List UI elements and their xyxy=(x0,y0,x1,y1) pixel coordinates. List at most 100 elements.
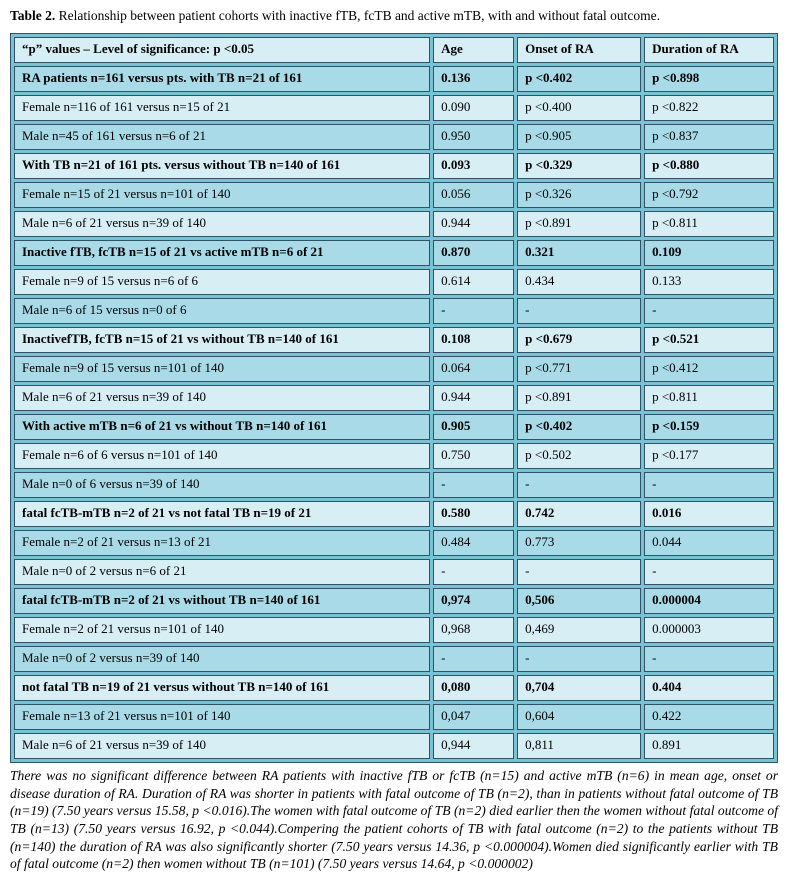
table-row: Female n=116 of 161 versus n=15 of 21 0.0… xyxy=(14,94,774,121)
onset-value-cell: p <0.891 xyxy=(517,384,642,411)
table-row: fatal fcTB-mTB n=2 of 21 vs not fatal TB… xyxy=(14,500,774,527)
age-value-cell: 0.905 xyxy=(433,413,515,440)
cohort-label-cell: not fatal TB n=19 of 21 versus without T… xyxy=(14,674,431,701)
onset-value-cell: 0,704 xyxy=(517,674,642,701)
onset-value-cell: 0.321 xyxy=(517,239,642,266)
onset-value-cell: p <0.402 xyxy=(517,65,642,92)
cohort-label-cell: Female n=9 of 15 versus n=6 of 6 xyxy=(14,268,431,295)
cohort-label-cell: Female n=6 of 6 versus n=101 of 140 xyxy=(14,442,431,469)
onset-value-cell: - xyxy=(517,558,642,585)
duration-value-cell: 0.891 xyxy=(644,732,774,759)
table-row: Male n=0 of 6 versus n=39 of 140- - - xyxy=(14,471,774,498)
table-footnote: There was no significant difference betw… xyxy=(10,767,778,872)
table-row: fatal fcTB-mTB n=2 of 21 vs without TB n… xyxy=(14,587,774,614)
onset-value-cell: 0,604 xyxy=(517,703,642,730)
onset-value-cell: 0,506 xyxy=(517,587,642,614)
onset-value-cell: 0,811 xyxy=(517,732,642,759)
table-row: With TB n=21 of 161 pts. versus without … xyxy=(14,152,774,179)
cohort-label-cell: With TB n=21 of 161 pts. versus without … xyxy=(14,152,431,179)
table-row: RA patients n=161 versus pts. with TB n=… xyxy=(14,65,774,92)
age-value-cell: 0.064 xyxy=(433,355,515,382)
age-value-cell: 0.580 xyxy=(433,500,515,527)
table-header-row: “p” values – Level of significance: p <0… xyxy=(14,36,774,63)
duration-value-cell: 0.016 xyxy=(644,500,774,527)
onset-value-cell: p <0.329 xyxy=(517,152,642,179)
cohort-label-cell: With active mTB n=6 of 21 vs without TB … xyxy=(14,413,431,440)
duration-value-cell: - xyxy=(644,471,774,498)
age-value-cell: 0.484 xyxy=(433,529,515,556)
cohort-label-cell: Female n=9 of 15 versus n=101 of 140 xyxy=(14,355,431,382)
table-row: not fatal TB n=19 of 21 versus without T… xyxy=(14,674,774,701)
age-value-cell: 0.950 xyxy=(433,123,515,150)
table-row: Male n=6 of 21 versus n=39 of 140 0.944 p … xyxy=(14,210,774,237)
table-row: Female n=2 of 21 versus n=13 of 21 0.484 0… xyxy=(14,529,774,556)
table-body: RA patients n=161 versus pts. with TB n=… xyxy=(14,65,774,759)
duration-value-cell: p <0.811 xyxy=(644,210,774,237)
table-row: Inactive fTB, fcTB n=15 of 21 vs active … xyxy=(14,239,774,266)
duration-value-cell: p <0.412 xyxy=(644,355,774,382)
onset-value-cell: - xyxy=(517,471,642,498)
cohort-label-cell: InactivefTB, fcTB n=15 of 21 vs without … xyxy=(14,326,431,353)
cohort-label-cell: Male n=0 of 2 versus n=6 of 21 xyxy=(14,558,431,585)
duration-value-cell: p <0.898 xyxy=(644,65,774,92)
duration-value-cell: p <0.880 xyxy=(644,152,774,179)
age-value-cell: 0.944 xyxy=(433,384,515,411)
duration-value-cell: 0.133 xyxy=(644,268,774,295)
cohort-label-cell: Male n=6 of 21 versus n=39 of 140 xyxy=(14,384,431,411)
onset-value-cell: p <0.771 xyxy=(517,355,642,382)
table-row: Male n=6 of 21 versus n=39 of 140 0,944 0,… xyxy=(14,732,774,759)
duration-value-cell: 0.404 xyxy=(644,674,774,701)
table-row: InactivefTB, fcTB n=15 of 21 vs without … xyxy=(14,326,774,353)
onset-value-cell: 0.773 xyxy=(517,529,642,556)
onset-value-cell: p <0.905 xyxy=(517,123,642,150)
onset-value-cell: p <0.400 xyxy=(517,94,642,121)
age-value-cell: 0.614 xyxy=(433,268,515,295)
duration-value-cell: 0.000004 xyxy=(644,587,774,614)
age-value-cell: 0,974 xyxy=(433,587,515,614)
cohort-label-cell: Female n=2 of 21 versus n=101 of 140 xyxy=(14,616,431,643)
onset-value-cell: p <0.502 xyxy=(517,442,642,469)
header-cell: “p” values – Level of significance: p <0… xyxy=(14,36,431,63)
duration-value-cell: - xyxy=(644,558,774,585)
duration-value-cell: - xyxy=(644,645,774,672)
cohort-label-cell: Female n=13 of 21 versus n=101 of 140 xyxy=(14,703,431,730)
age-value-cell: 0.090 xyxy=(433,94,515,121)
age-value-cell: - xyxy=(433,297,515,324)
table-title-label: Table 2. xyxy=(10,8,56,23)
age-value-cell: 0.108 xyxy=(433,326,515,353)
cohort-label-cell: fatal fcTB-mTB n=2 of 21 vs without TB n… xyxy=(14,587,431,614)
age-value-cell: 0,968 xyxy=(433,616,515,643)
onset-value-cell: 0,469 xyxy=(517,616,642,643)
onset-value-cell: 0.742 xyxy=(517,500,642,527)
table-row: Male n=0 of 2 versus n=39 of 140- - - xyxy=(14,645,774,672)
onset-value-cell: p <0.679 xyxy=(517,326,642,353)
duration-value-cell: 0.000003 xyxy=(644,616,774,643)
age-value-cell: 0,047 xyxy=(433,703,515,730)
table-row: Female n=9 of 15 versus n=6 of 6 0.614 0.4… xyxy=(14,268,774,295)
cohort-label-cell: Male n=6 of 15 versus n=0 of 6 xyxy=(14,297,431,324)
age-value-cell: - xyxy=(433,471,515,498)
table-row: Female n=15 of 21 versus n=101 of 140 0.0… xyxy=(14,181,774,208)
table-row: Male n=6 of 15 versus n=0 of 6--- xyxy=(14,297,774,324)
age-value-cell: 0.944 xyxy=(433,210,515,237)
duration-value-cell: p <0.177 xyxy=(644,442,774,469)
cohort-label-cell: Female n=2 of 21 versus n=13 of 21 xyxy=(14,529,431,556)
duration-value-cell: p <0.822 xyxy=(644,94,774,121)
age-value-cell: 0.093 xyxy=(433,152,515,179)
cohort-label-cell: Male n=0 of 6 versus n=39 of 140 xyxy=(14,471,431,498)
duration-value-cell: p <0.521 xyxy=(644,326,774,353)
age-value-cell: - xyxy=(433,645,515,672)
onset-value-cell: p <0.891 xyxy=(517,210,642,237)
cohort-label-cell: Male n=6 of 21 versus n=39 of 140 xyxy=(14,210,431,237)
age-value-cell: 0.870 xyxy=(433,239,515,266)
header-cell: Age xyxy=(433,36,515,63)
results-table: “p” values – Level of significance: p <0… xyxy=(10,32,778,763)
age-value-cell: 0.750 xyxy=(433,442,515,469)
age-value-cell: - xyxy=(433,558,515,585)
header-cell: Onset of RA xyxy=(517,36,642,63)
age-value-cell: 0,944 xyxy=(433,732,515,759)
cohort-label-cell: Female n=15 of 21 versus n=101 of 140 xyxy=(14,181,431,208)
onset-value-cell: p <0.326 xyxy=(517,181,642,208)
table-row: Female n=9 of 15 versus n=101 of 140 0.06… xyxy=(14,355,774,382)
